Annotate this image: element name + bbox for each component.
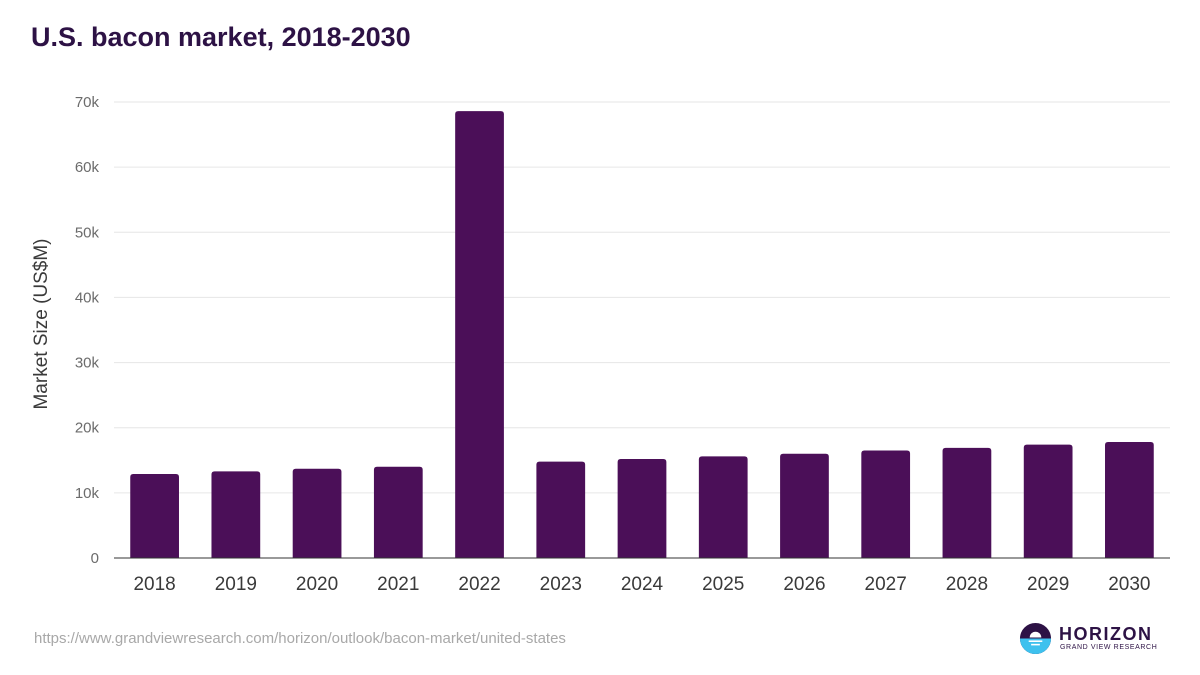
bar bbox=[780, 453, 829, 558]
y-tick-label: 10k bbox=[75, 485, 100, 502]
y-axis-label: Market Size (US$M) bbox=[31, 238, 52, 409]
chart-title: U.S. bacon market, 2018-2030 bbox=[31, 22, 411, 52]
bar bbox=[1105, 442, 1154, 558]
bar bbox=[455, 111, 504, 559]
bar bbox=[617, 458, 667, 558]
x-tick-label: 2021 bbox=[377, 574, 419, 595]
bar bbox=[211, 471, 261, 558]
logo-name: HORIZON bbox=[1059, 624, 1153, 644]
y-tick-label: 40k bbox=[75, 289, 100, 306]
horizon-logo: HORIZON GRAND VIEW RESEARCH bbox=[1019, 621, 1159, 657]
y-tick-label: 70k bbox=[75, 94, 100, 111]
bars bbox=[130, 111, 1154, 559]
bar bbox=[942, 447, 992, 558]
bar bbox=[861, 450, 911, 558]
bar bbox=[130, 473, 179, 558]
bar bbox=[292, 468, 342, 558]
x-tick-label: 2030 bbox=[1108, 574, 1150, 595]
x-tick-label: 2026 bbox=[783, 574, 825, 595]
x-tick-label: 2029 bbox=[1027, 574, 1069, 595]
x-tick-label: 2020 bbox=[296, 574, 338, 595]
x-axis-ticks: 2018 2019 2020 2021 2022 2023 2024 2025 2026 2027… bbox=[133, 574, 1150, 595]
x-tick-label: 2022 bbox=[458, 574, 500, 595]
x-tick-label: 2019 bbox=[215, 574, 257, 595]
grid-lines bbox=[114, 101, 1170, 494]
source-url[interactable]: https://www.grandviewresearch.com/horizo… bbox=[34, 630, 566, 647]
horizon-logo-icon bbox=[1019, 622, 1052, 655]
x-tick-label: 2028 bbox=[946, 574, 988, 595]
y-tick-label: 50k bbox=[75, 224, 100, 241]
x-tick-label: 2027 bbox=[865, 574, 907, 595]
x-tick-label: 2024 bbox=[621, 574, 664, 595]
x-tick-label: 2023 bbox=[540, 574, 582, 595]
y-tick-label: 30k bbox=[75, 355, 100, 372]
y-tick-label: 60k bbox=[75, 159, 100, 176]
x-tick-label: 2025 bbox=[702, 574, 744, 595]
bar bbox=[1023, 444, 1073, 558]
bar bbox=[698, 456, 748, 558]
y-tick-label: 20k bbox=[75, 420, 100, 437]
bar bbox=[373, 466, 423, 558]
logo-subtitle: GRAND VIEW RESEARCH bbox=[1060, 644, 1158, 651]
bar bbox=[536, 461, 586, 558]
y-axis-ticks: 0 10k 20k 30k 40k 50k 60k 70k bbox=[75, 94, 100, 567]
y-tick-label: 0 bbox=[91, 550, 99, 567]
x-tick-label: 2018 bbox=[133, 574, 175, 595]
